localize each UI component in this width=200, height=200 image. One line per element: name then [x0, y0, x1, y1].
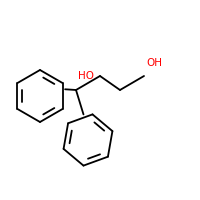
Text: OH: OH: [146, 58, 162, 68]
Text: HO: HO: [78, 71, 94, 81]
